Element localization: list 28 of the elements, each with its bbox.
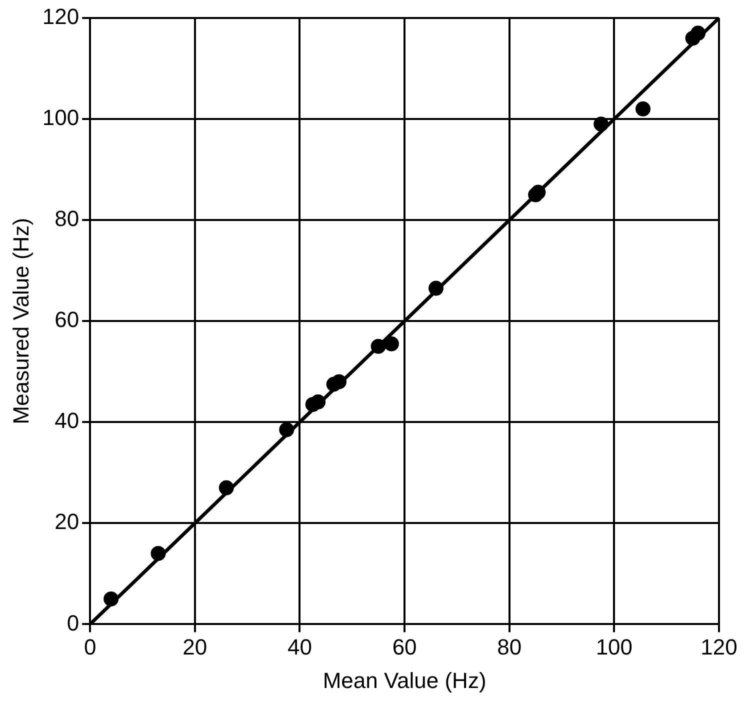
y-tick-label: 100	[42, 105, 80, 130]
point	[310, 394, 326, 410]
point	[150, 546, 166, 561]
y-axis-title: Measured Value (Hz)	[8, 218, 34, 424]
y-tick-label: 0	[66, 610, 80, 636]
point	[104, 591, 119, 606]
x-tick-label: 80	[497, 634, 522, 660]
x-tick-label: 0	[84, 634, 96, 660]
x-tick-label: 120	[700, 634, 738, 660]
y-tick-label: 20	[54, 509, 80, 534]
point	[636, 101, 651, 116]
y-tick-label: 80	[54, 206, 80, 232]
y-tick-label: 120	[42, 4, 80, 30]
point	[332, 374, 347, 390]
point	[384, 336, 399, 352]
x-axis-title: Mean Value (Hz)	[322, 668, 486, 693]
y-tick-label: 40	[54, 408, 80, 434]
point	[428, 280, 444, 296]
x-tick-label: 20	[182, 634, 208, 660]
x-tick-label: 40	[287, 634, 312, 660]
y-tick-label: 60	[54, 307, 80, 332]
point	[690, 26, 706, 41]
point	[218, 480, 234, 496]
point	[594, 116, 609, 132]
x-tick-label: 100	[596, 634, 633, 660]
x-tick-label: 60	[392, 634, 417, 660]
point	[279, 422, 294, 438]
point	[370, 338, 386, 354]
